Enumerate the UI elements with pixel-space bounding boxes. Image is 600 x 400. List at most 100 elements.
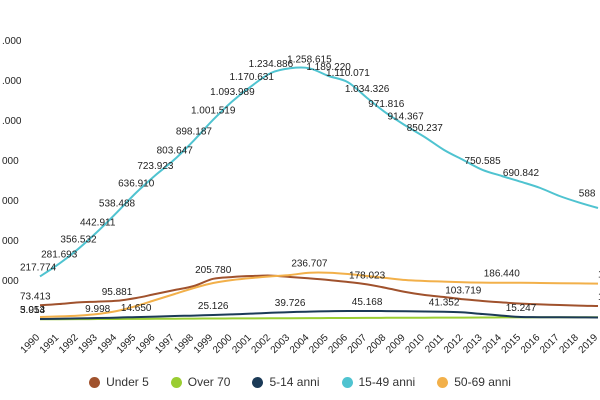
data-label: 588 <box>579 188 596 199</box>
legend-item: Over 70 <box>170 375 230 389</box>
legend-item: Under 5 <box>89 375 149 389</box>
data-label: 3.954 <box>20 305 45 316</box>
x-tick-label: 2001 <box>230 332 254 356</box>
data-label: 850.237 <box>407 123 444 134</box>
data-label: 914.367 <box>388 112 425 123</box>
legend-label: 5-14 anni <box>269 375 320 389</box>
series-line-50-69-anni <box>39 271 599 318</box>
line-chart: .000 .000 .000 000 000 000 000 73.413 95.881 205… <box>2 36 600 356</box>
data-label: 73.413 <box>20 291 51 302</box>
x-tick-label: 2011 <box>423 332 446 355</box>
series-line-over-70 <box>39 316 598 321</box>
data-label: 971.816 <box>368 99 405 110</box>
x-tick-label: 2014 <box>480 332 504 356</box>
legend-swatch <box>89 376 101 388</box>
series-line-under-5 <box>39 274 599 307</box>
data-label: 356.532 <box>60 235 97 246</box>
data-label: 9.998 <box>85 304 110 315</box>
x-tick-label: 2012 <box>442 332 466 356</box>
y-tick-label: .000 <box>2 36 22 47</box>
data-label: 25.126 <box>198 301 229 312</box>
x-tick-label: 1995 <box>115 332 139 356</box>
x-tick-label: 2019 <box>577 332 600 356</box>
data-label: 750.585 <box>465 156 502 167</box>
data-label: 41.352 <box>429 298 460 309</box>
x-tick-label: 2004 <box>288 332 312 356</box>
x-tick-label: 2010 <box>403 332 427 356</box>
x-tick-label: 2002 <box>250 332 274 356</box>
data-label: 178.023 <box>349 270 386 281</box>
legend-label: 50-69 anni <box>454 375 511 389</box>
data-label: 45.168 <box>352 297 383 308</box>
y-tick-label: 000 <box>2 236 19 247</box>
legend-swatch <box>170 376 182 388</box>
legend-item: 15-49 anni <box>341 375 416 389</box>
data-label: 1.258.615 <box>287 54 332 65</box>
data-label: 236.707 <box>291 259 328 270</box>
series-line-15-49-anni <box>39 66 599 278</box>
legend-item: 5-14 anni <box>252 375 320 389</box>
data-label: 1.034.326 <box>345 84 390 95</box>
x-tick-label: 1996 <box>134 332 158 356</box>
legend-item: 50-69 anni <box>437 375 511 389</box>
legend-swatch <box>437 376 449 388</box>
y-tick-label: .000 <box>2 116 22 127</box>
y-tick-label: 000 <box>2 196 19 207</box>
data-label: 898.187 <box>176 126 213 137</box>
x-tick-label: 2000 <box>211 332 235 356</box>
data-label: 15.247 <box>506 303 537 314</box>
x-axis-labels: 1990199119921993199419951996199719981999… <box>19 332 600 356</box>
data-label: 538.488 <box>99 198 136 209</box>
data-label: 14.650 <box>121 303 152 314</box>
data-label: 1.234.886 <box>249 59 294 70</box>
legend-label: 15-49 anni <box>358 375 416 389</box>
x-tick-label: 1994 <box>96 332 120 356</box>
data-label: 39.726 <box>275 298 306 309</box>
data-label: 803.647 <box>157 145 194 156</box>
x-tick-label: 1999 <box>192 332 216 356</box>
data-label: 5.013 <box>20 305 45 316</box>
y-tick-label: 000 <box>2 156 19 167</box>
legend: Under 5 Over 70 5-14 anni 15-49 anni 50-69 a… <box>0 372 600 392</box>
data-label: 1.110.071 <box>326 68 370 79</box>
legend-label: Under 5 <box>106 375 149 389</box>
y-tick-label: 000 <box>2 276 19 287</box>
x-tick-label: 2005 <box>307 332 331 356</box>
data-label: 1.170.631 <box>229 72 274 83</box>
data-label: 442.911 <box>80 217 116 228</box>
x-tick-label: 2018 <box>557 332 581 356</box>
legend-swatch <box>341 376 353 388</box>
data-label: 95.881 <box>102 287 133 298</box>
data-label: 636.910 <box>118 179 155 190</box>
x-tick-label: 1997 <box>153 332 177 356</box>
x-tick-label: 2008 <box>365 332 389 356</box>
data-label: 16. <box>598 292 600 303</box>
x-tick-label: 1991 <box>38 332 62 356</box>
data-label: 1.093.989 <box>210 87 255 98</box>
y-axis-labels: .000 .000 .000 000 000 000 000 <box>2 36 22 287</box>
x-tick-label: 2013 <box>461 332 485 356</box>
data-label: 281.693 <box>41 250 78 261</box>
data-label: 205.780 <box>195 265 232 276</box>
x-tick-label: 2017 <box>538 332 562 356</box>
x-tick-label: 2009 <box>384 332 408 356</box>
legend-swatch <box>252 376 264 388</box>
y-tick-label: .000 <box>2 76 22 87</box>
series-line-5-14-anni <box>39 309 599 320</box>
x-tick-label: 1993 <box>76 332 100 356</box>
x-tick-label: 2003 <box>269 332 293 356</box>
data-label: 186.440 <box>484 269 521 280</box>
data-label: 1.189.220 <box>306 62 351 73</box>
data-label: 723.923 <box>137 161 174 172</box>
data-label: 690.842 <box>503 168 540 179</box>
series-lines <box>39 66 599 321</box>
x-tick-label: 2007 <box>346 332 370 356</box>
x-tick-label: 1992 <box>57 332 81 356</box>
x-tick-label: 2016 <box>519 332 543 356</box>
data-label: 1.001.519 <box>191 106 236 117</box>
data-labels: 73.413 95.881 205.780 178.023 103.719 16. 3.95… <box>20 54 600 316</box>
data-label: 182 <box>598 270 600 281</box>
x-tick-label: 1998 <box>173 332 197 356</box>
x-tick-label: 2006 <box>327 332 351 356</box>
data-label: 103.719 <box>445 285 482 296</box>
